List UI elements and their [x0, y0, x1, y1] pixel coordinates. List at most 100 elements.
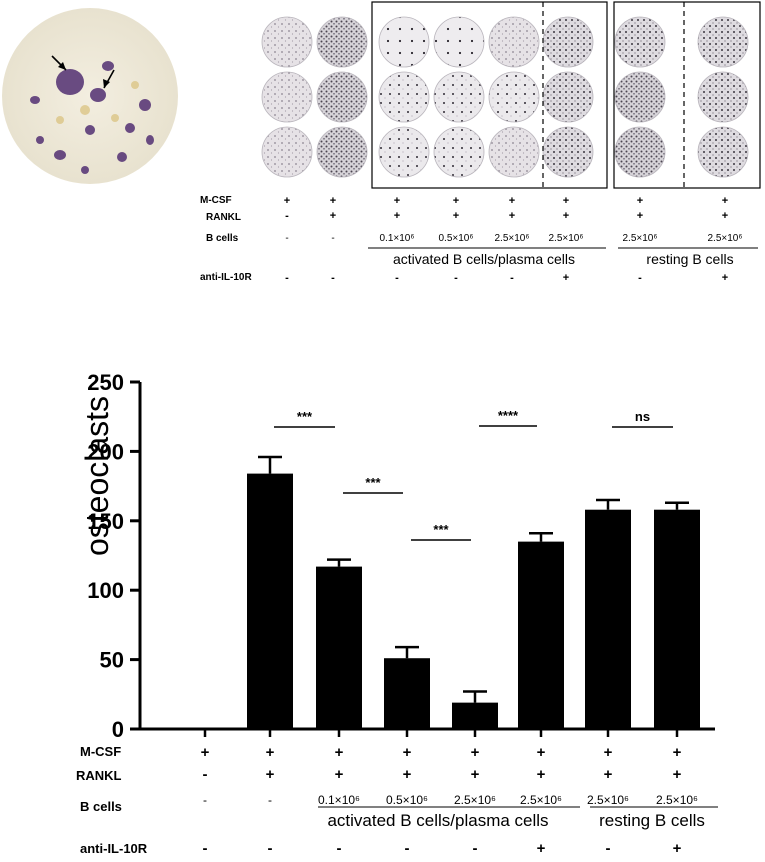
bottom-anti-value: -	[268, 840, 273, 857]
well-image	[261, 71, 313, 123]
well-image	[316, 16, 368, 68]
top-bcells-value: -	[331, 233, 334, 244]
well-image	[542, 71, 594, 123]
top-mcsf-value: +	[394, 195, 400, 207]
bottom-bcells-value: 2.5×10⁶	[656, 793, 698, 807]
bottom-anti-value: -	[405, 840, 410, 857]
bottom-bcells-value: 0.1×10⁶	[318, 793, 360, 807]
top-anti-value: +	[722, 272, 728, 284]
bottom-row-label-rankl: RANKL	[76, 768, 122, 783]
bottom-row-label-mcsf: M-CSF	[80, 744, 121, 759]
bottom-bcells-value: 2.5×10⁶	[454, 793, 496, 807]
significance-label: ***	[297, 409, 313, 424]
top-rankl-value: +	[394, 210, 400, 222]
bar	[654, 509, 700, 729]
top-anti-value: -	[454, 272, 458, 284]
top-mcsf-value: +	[563, 195, 569, 207]
well-image	[697, 16, 749, 68]
top-rankl-value: +	[722, 210, 728, 222]
bottom-mcsf-value: +	[537, 744, 546, 761]
bottom-bcells-value: 0.5×10⁶	[386, 793, 428, 807]
top-bcells-value: 0.1×10⁶	[380, 233, 415, 244]
bottom-anti-value: -	[606, 840, 611, 857]
well-image	[488, 16, 540, 68]
top-mcsf-value: +	[637, 195, 643, 207]
bottom-bcells-value: 2.5×10⁶	[520, 793, 562, 807]
bottom-anti-value: -	[203, 840, 208, 857]
bottom-rankl-value: +	[266, 766, 275, 783]
well-image	[433, 71, 485, 123]
well-image	[378, 16, 430, 68]
well-image	[316, 71, 368, 123]
top-rankl-value: +	[330, 210, 336, 222]
significance-label: ***	[433, 522, 449, 537]
well-image	[488, 126, 540, 178]
bar	[452, 702, 498, 729]
bottom-condition-table: M-CSF RANKL B cells anti-IL-10R activate…	[76, 744, 718, 857]
y-tick-label: 50	[100, 648, 124, 673]
y-tick-label: 0	[112, 717, 124, 742]
top-bcells-value: 2.5×10⁶	[549, 233, 584, 244]
y-axis: 0 50 100 150 200 250	[87, 370, 715, 742]
bottom-bcells-value: 2.5×10⁶	[587, 793, 629, 807]
y-tick-label: 150	[87, 509, 124, 534]
bottom-rankl-value: +	[403, 766, 412, 783]
top-rankl-value: +	[563, 210, 569, 222]
bottom-rankl-value: +	[673, 766, 682, 783]
top-bcells-value: 0.5×10⁶	[439, 233, 474, 244]
top-bcells-value: 2.5×10⁶	[708, 233, 743, 244]
bottom-anti-value: +	[673, 840, 682, 857]
well-image	[378, 126, 430, 178]
top-row-label-mcsf: M-CSF	[200, 195, 232, 206]
top-rankl-value: +	[453, 210, 459, 222]
bar	[585, 509, 631, 729]
y-axis-label: osteoclasts	[79, 396, 115, 556]
bottom-bcells-value: -	[203, 793, 207, 807]
top-anti-value: -	[285, 272, 289, 284]
top-bcells-value: -	[285, 233, 288, 244]
top-anti-value: -	[638, 272, 642, 284]
top-rankl-value: +	[637, 210, 643, 222]
top-condition-table: M-CSF RANKL B cells anti-IL-10R activate…	[200, 195, 758, 284]
top-bcells-value: 2.5×10⁶	[495, 233, 530, 244]
top-row-label-anti: anti-IL-10R	[200, 272, 252, 283]
bottom-rankl-value: -	[203, 766, 208, 783]
well-image	[378, 71, 430, 123]
top-group-resting: resting B cells	[646, 251, 733, 267]
bottom-mcsf-value: +	[266, 744, 275, 761]
well-images-grid	[261, 16, 749, 178]
bottom-mcsf-value: +	[335, 744, 344, 761]
y-tick-label: 100	[87, 578, 124, 603]
bottom-group-activated: activated B cells/plasma cells	[327, 811, 548, 830]
bottom-group-resting: resting B cells	[599, 811, 705, 830]
well-image	[261, 126, 313, 178]
bottom-row-label-bcells: B cells	[80, 799, 122, 814]
bar	[518, 541, 564, 729]
well-image	[433, 126, 485, 178]
well-image	[614, 126, 666, 178]
top-anti-value: -	[395, 272, 399, 284]
top-row-label-bcells: B cells	[206, 233, 239, 244]
bottom-row-label-anti: anti-IL-10R	[80, 841, 148, 856]
well-image	[433, 16, 485, 68]
resting-group-box	[613, 1, 761, 189]
top-row-label-rankl: RANKL	[206, 212, 241, 223]
significance-label: ns	[635, 409, 650, 424]
bar	[384, 658, 430, 729]
well-image	[697, 71, 749, 123]
top-rankl-value: +	[509, 210, 515, 222]
significance-label: ****	[498, 408, 519, 423]
bottom-mcsf-value: +	[403, 744, 412, 761]
significance-brackets: ************* ns	[274, 408, 673, 541]
well-image	[614, 71, 666, 123]
bottom-mcsf-value: +	[673, 744, 682, 761]
bottom-rankl-value: +	[604, 766, 613, 783]
top-mcsf-value: +	[284, 195, 290, 207]
well-image	[488, 71, 540, 123]
well-image	[316, 126, 368, 178]
top-mcsf-value: +	[509, 195, 515, 207]
bottom-mcsf-value: +	[201, 744, 210, 761]
y-tick-label: 250	[87, 370, 124, 395]
top-rankl-value: -	[285, 210, 289, 222]
